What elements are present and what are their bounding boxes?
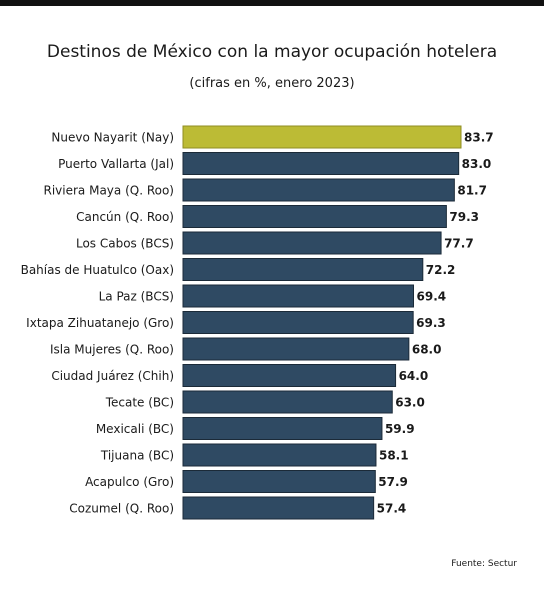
- value-label: 83.0: [462, 157, 492, 171]
- bar: [182, 284, 415, 308]
- bar: [182, 125, 462, 149]
- bar: [182, 311, 414, 334]
- category-label: Nuevo Nayarit (Nay): [51, 131, 174, 145]
- chart-subtitle: (cifras en %, enero 2023): [189, 76, 355, 91]
- category-label: La Paz (BCS): [99, 290, 174, 304]
- chart-title: Destinos de México con la mayor ocupació…: [46, 42, 498, 62]
- value-label: 59.9: [385, 422, 415, 436]
- bar: [182, 152, 460, 175]
- source-note: Fuente: Sectur: [451, 559, 517, 569]
- value-label: 64.0: [399, 369, 429, 383]
- category-label: Los Cabos (BCS): [76, 237, 174, 251]
- bar: [182, 417, 383, 440]
- category-label: Tecate (BC): [105, 396, 174, 410]
- value-label: 69.4: [417, 290, 447, 304]
- bar: [182, 470, 376, 493]
- bar: [182, 390, 393, 414]
- value-label: 77.7: [444, 237, 474, 251]
- category-label: Cancún (Q. Roo): [76, 210, 174, 224]
- category-label: Mexicali (BC): [96, 422, 174, 436]
- bar: [182, 231, 442, 255]
- value-label: 72.2: [426, 263, 456, 277]
- value-label: 79.3: [449, 210, 479, 224]
- value-label: 63.0: [395, 396, 425, 410]
- bar: [182, 443, 377, 467]
- category-label: Bahías de Huatulco (Oax): [21, 263, 174, 277]
- bar: [182, 258, 424, 281]
- bar: [182, 364, 397, 387]
- value-label: 57.9: [378, 475, 408, 489]
- category-label: Tijuana (BC): [100, 449, 174, 463]
- category-label: Acapulco (Gro): [85, 475, 174, 489]
- value-label: 58.1: [379, 449, 409, 463]
- category-label: Puerto Vallarta (Jal): [58, 157, 174, 171]
- category-label: Isla Mujeres (Q. Roo): [50, 343, 174, 357]
- value-label: 69.3: [416, 316, 446, 330]
- bar: [182, 496, 375, 520]
- bar: [182, 205, 447, 228]
- category-label: Cozumel (Q. Roo): [69, 502, 174, 516]
- value-label: 68.0: [412, 343, 442, 357]
- bar: [182, 178, 455, 202]
- category-label: Riviera Maya (Q. Roo): [44, 184, 175, 198]
- top-border: [0, 0, 544, 6]
- value-label: 57.4: [377, 502, 407, 516]
- category-label: Ixtapa Zihuatanejo (Gro): [26, 316, 174, 330]
- category-label: Ciudad Juárez (Chih): [51, 369, 174, 383]
- bar: [182, 337, 410, 361]
- value-label: 81.7: [457, 184, 487, 198]
- value-label: 83.7: [464, 131, 494, 145]
